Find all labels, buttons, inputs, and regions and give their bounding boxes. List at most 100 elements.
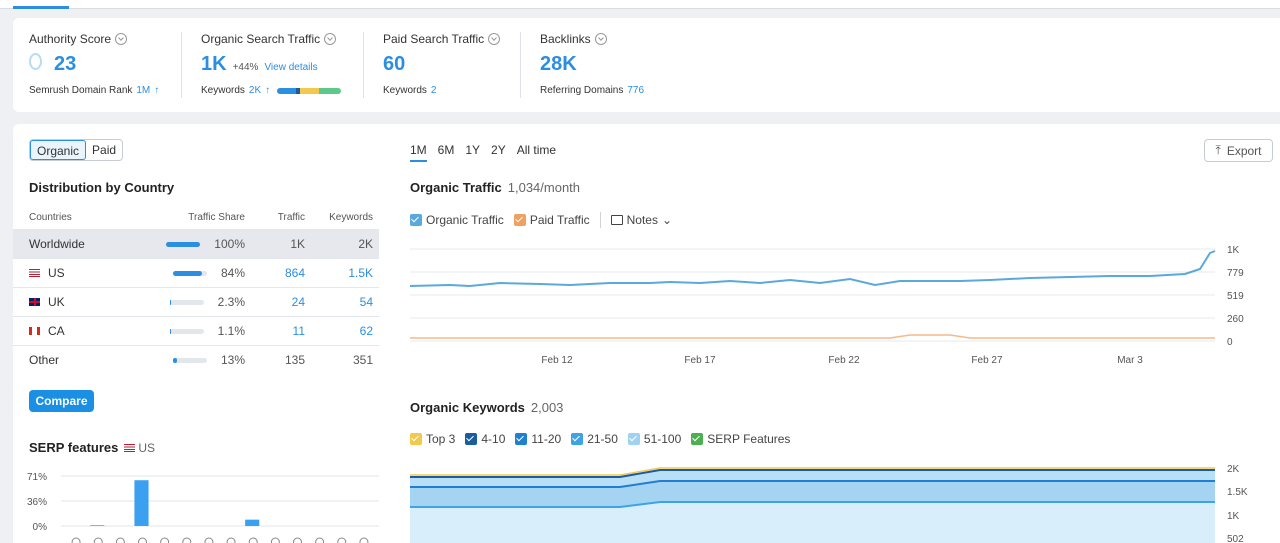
serp-feature-icon <box>71 537 81 543</box>
paid-traffic-metric: Paid Search Traffic 60 Keywords 2 <box>383 32 501 102</box>
paid-toggle-button[interactable]: Paid <box>92 143 117 157</box>
keywords-cell[interactable]: 54 <box>311 286 379 316</box>
period-1m[interactable]: 1M <box>410 143 427 162</box>
table-row[interactable]: CA 1.1% 11 62 <box>13 315 379 345</box>
organic-traffic-label: Organic Search Traffic <box>201 32 321 46</box>
organic-traffic-metric: Organic Search Traffic 1K +44% View detail… <box>201 32 342 102</box>
period-1y[interactable]: 1Y <box>465 143 481 157</box>
col-traffic: Traffic <box>277 212 305 224</box>
serp-y-tick: 36% <box>27 497 47 508</box>
domain-rank-label: Semrush Domain Rank <box>29 85 133 96</box>
checkbox-icon <box>410 214 422 226</box>
export-icon: ⤒ <box>1215 143 1221 157</box>
referring-domains-value[interactable]: 776 <box>627 85 645 96</box>
traffic-legend: Organic Traffic Paid Traffic Notes ⌄ <box>410 212 672 228</box>
country-cell[interactable]: CA <box>13 315 163 345</box>
arrow-up-icon: ↑ <box>154 85 160 96</box>
checkbox-icon <box>571 433 584 445</box>
period-6m[interactable]: 6M <box>437 143 455 157</box>
checkbox-icon <box>513 214 526 226</box>
info-icon[interactable] <box>324 33 337 45</box>
serp-country[interactable]: US <box>138 441 156 455</box>
organic-traffic-title: Organic Traffic 1,034/month <box>410 180 581 195</box>
paid-traffic-label: Paid Search Traffic <box>383 32 485 46</box>
traffic-cell: 1K <box>251 228 311 258</box>
keywords-cell[interactable]: 1.5K <box>311 257 379 287</box>
keywords-y-tick: 502 <box>1227 534 1244 543</box>
legend-21-50[interactable]: 21-50 <box>571 432 618 446</box>
info-icon[interactable] <box>488 33 501 45</box>
legend-11-20[interactable]: 11-20 <box>515 432 561 446</box>
legend-paid-traffic[interactable]: Paid Traffic <box>513 213 590 227</box>
export-button[interactable]: ⤒ Export <box>1204 139 1273 162</box>
compare-button[interactable]: Compare <box>29 390 94 412</box>
legend-serp-features[interactable]: SERP Features <box>691 432 790 446</box>
area-4-10 <box>410 501 1215 543</box>
legend-organic-traffic[interactable]: Organic Traffic <box>410 213 504 227</box>
11-20-line <box>410 480 1215 488</box>
view-details-link[interactable]: View details <box>264 62 318 73</box>
organic-toggle-button[interactable]: Organic <box>30 140 87 160</box>
notes-dropdown[interactable]: Notes ⌄ <box>610 213 673 227</box>
arrow-up-icon: ↑ <box>265 85 271 96</box>
period-all-time[interactable]: All time <box>516 143 557 157</box>
keywords-y-tick: 1.5K <box>1227 487 1248 498</box>
serp-feature-icon <box>337 537 347 543</box>
table-row[interactable]: Worldwide 100% 1K 2K <box>13 228 379 258</box>
authority-score-value[interactable]: 23 <box>54 53 77 75</box>
info-icon[interactable] <box>115 33 128 45</box>
keywords-label: Keywords <box>201 85 245 96</box>
country-cell[interactable]: US <box>13 257 163 287</box>
table-row[interactable]: UK 2.3% 24 54 <box>13 286 379 316</box>
checkbox-icon <box>410 433 422 445</box>
col-keywords: Keywords <box>329 212 373 224</box>
country-table: Countries Traffic Share Traffic Keywords… <box>13 207 379 374</box>
keywords-cell[interactable]: 62 <box>311 315 379 345</box>
legend-4-10[interactable]: 4-10 <box>465 432 505 446</box>
share-cell: 2.3% <box>163 286 251 316</box>
country-cell[interactable]: Other <box>13 344 163 374</box>
paid-keywords-label: Keywords <box>383 85 427 96</box>
us-flag-icon <box>124 443 136 452</box>
share-cell: 1.1% <box>163 315 251 345</box>
distribution-title: Distribution by Country <box>29 180 175 195</box>
serp-feature-icon <box>93 537 103 543</box>
traffic-cell[interactable]: 11 <box>251 315 311 345</box>
traffic-y-tick: 0 <box>1227 337 1233 348</box>
metrics-card: Authority Score 23 Semrush Domain Rank 1M… <box>13 18 1280 112</box>
uk-flag-icon <box>29 298 40 307</box>
country-cell[interactable]: UK <box>13 286 163 316</box>
divider <box>181 32 182 98</box>
period-2y[interactable]: 2Y <box>491 143 506 157</box>
traffic-cell[interactable]: 864 <box>251 257 311 287</box>
domain-rank-value[interactable]: 1M <box>136 85 151 96</box>
traffic-x-tick: Feb 22 <box>828 355 860 366</box>
traffic-y-tick: 519 <box>1227 291 1244 302</box>
paid-traffic-line <box>410 334 1215 339</box>
serp-feature-icon <box>248 537 258 543</box>
organic-keywords-subtitle: 2,003 <box>530 400 564 415</box>
organic-traffic-value[interactable]: 1K <box>201 53 227 75</box>
referring-domains-label: Referring Domains <box>540 85 624 96</box>
country-cell[interactable]: Worldwide <box>13 228 163 258</box>
serp-features-title: SERP features US <box>29 440 156 455</box>
keywords-value[interactable]: 2K <box>248 85 262 96</box>
chevron-down-icon: ⌄ <box>661 213 673 227</box>
legend-51-100[interactable]: 51-100 <box>627 432 681 446</box>
paid-traffic-value[interactable]: 60 <box>383 53 406 75</box>
table-row[interactable]: US 84% 864 1.5K <box>13 257 379 287</box>
serp-feature-icon <box>270 537 280 543</box>
traffic-delta: +44% <box>232 62 259 73</box>
organic-traffic-subtitle: 1,034/month <box>507 180 581 195</box>
traffic-cell: 135 <box>251 344 311 374</box>
paid-keywords-value[interactable]: 2 <box>430 85 437 96</box>
share-bar <box>169 328 204 334</box>
legend-top-3[interactable]: Top 3 <box>410 432 455 446</box>
keywords-legend: Top 3 4-10 11-20 21-50 51-100 SERP Features <box>410 432 790 446</box>
backlinks-value[interactable]: 28K <box>540 53 577 75</box>
table-row[interactable]: Other 13% 135 351 <box>13 344 379 374</box>
keyword-distribution-bar <box>277 87 342 94</box>
info-icon[interactable] <box>594 33 607 45</box>
traffic-cell[interactable]: 24 <box>251 286 311 316</box>
keywords-y-tick: 2K <box>1227 464 1240 475</box>
